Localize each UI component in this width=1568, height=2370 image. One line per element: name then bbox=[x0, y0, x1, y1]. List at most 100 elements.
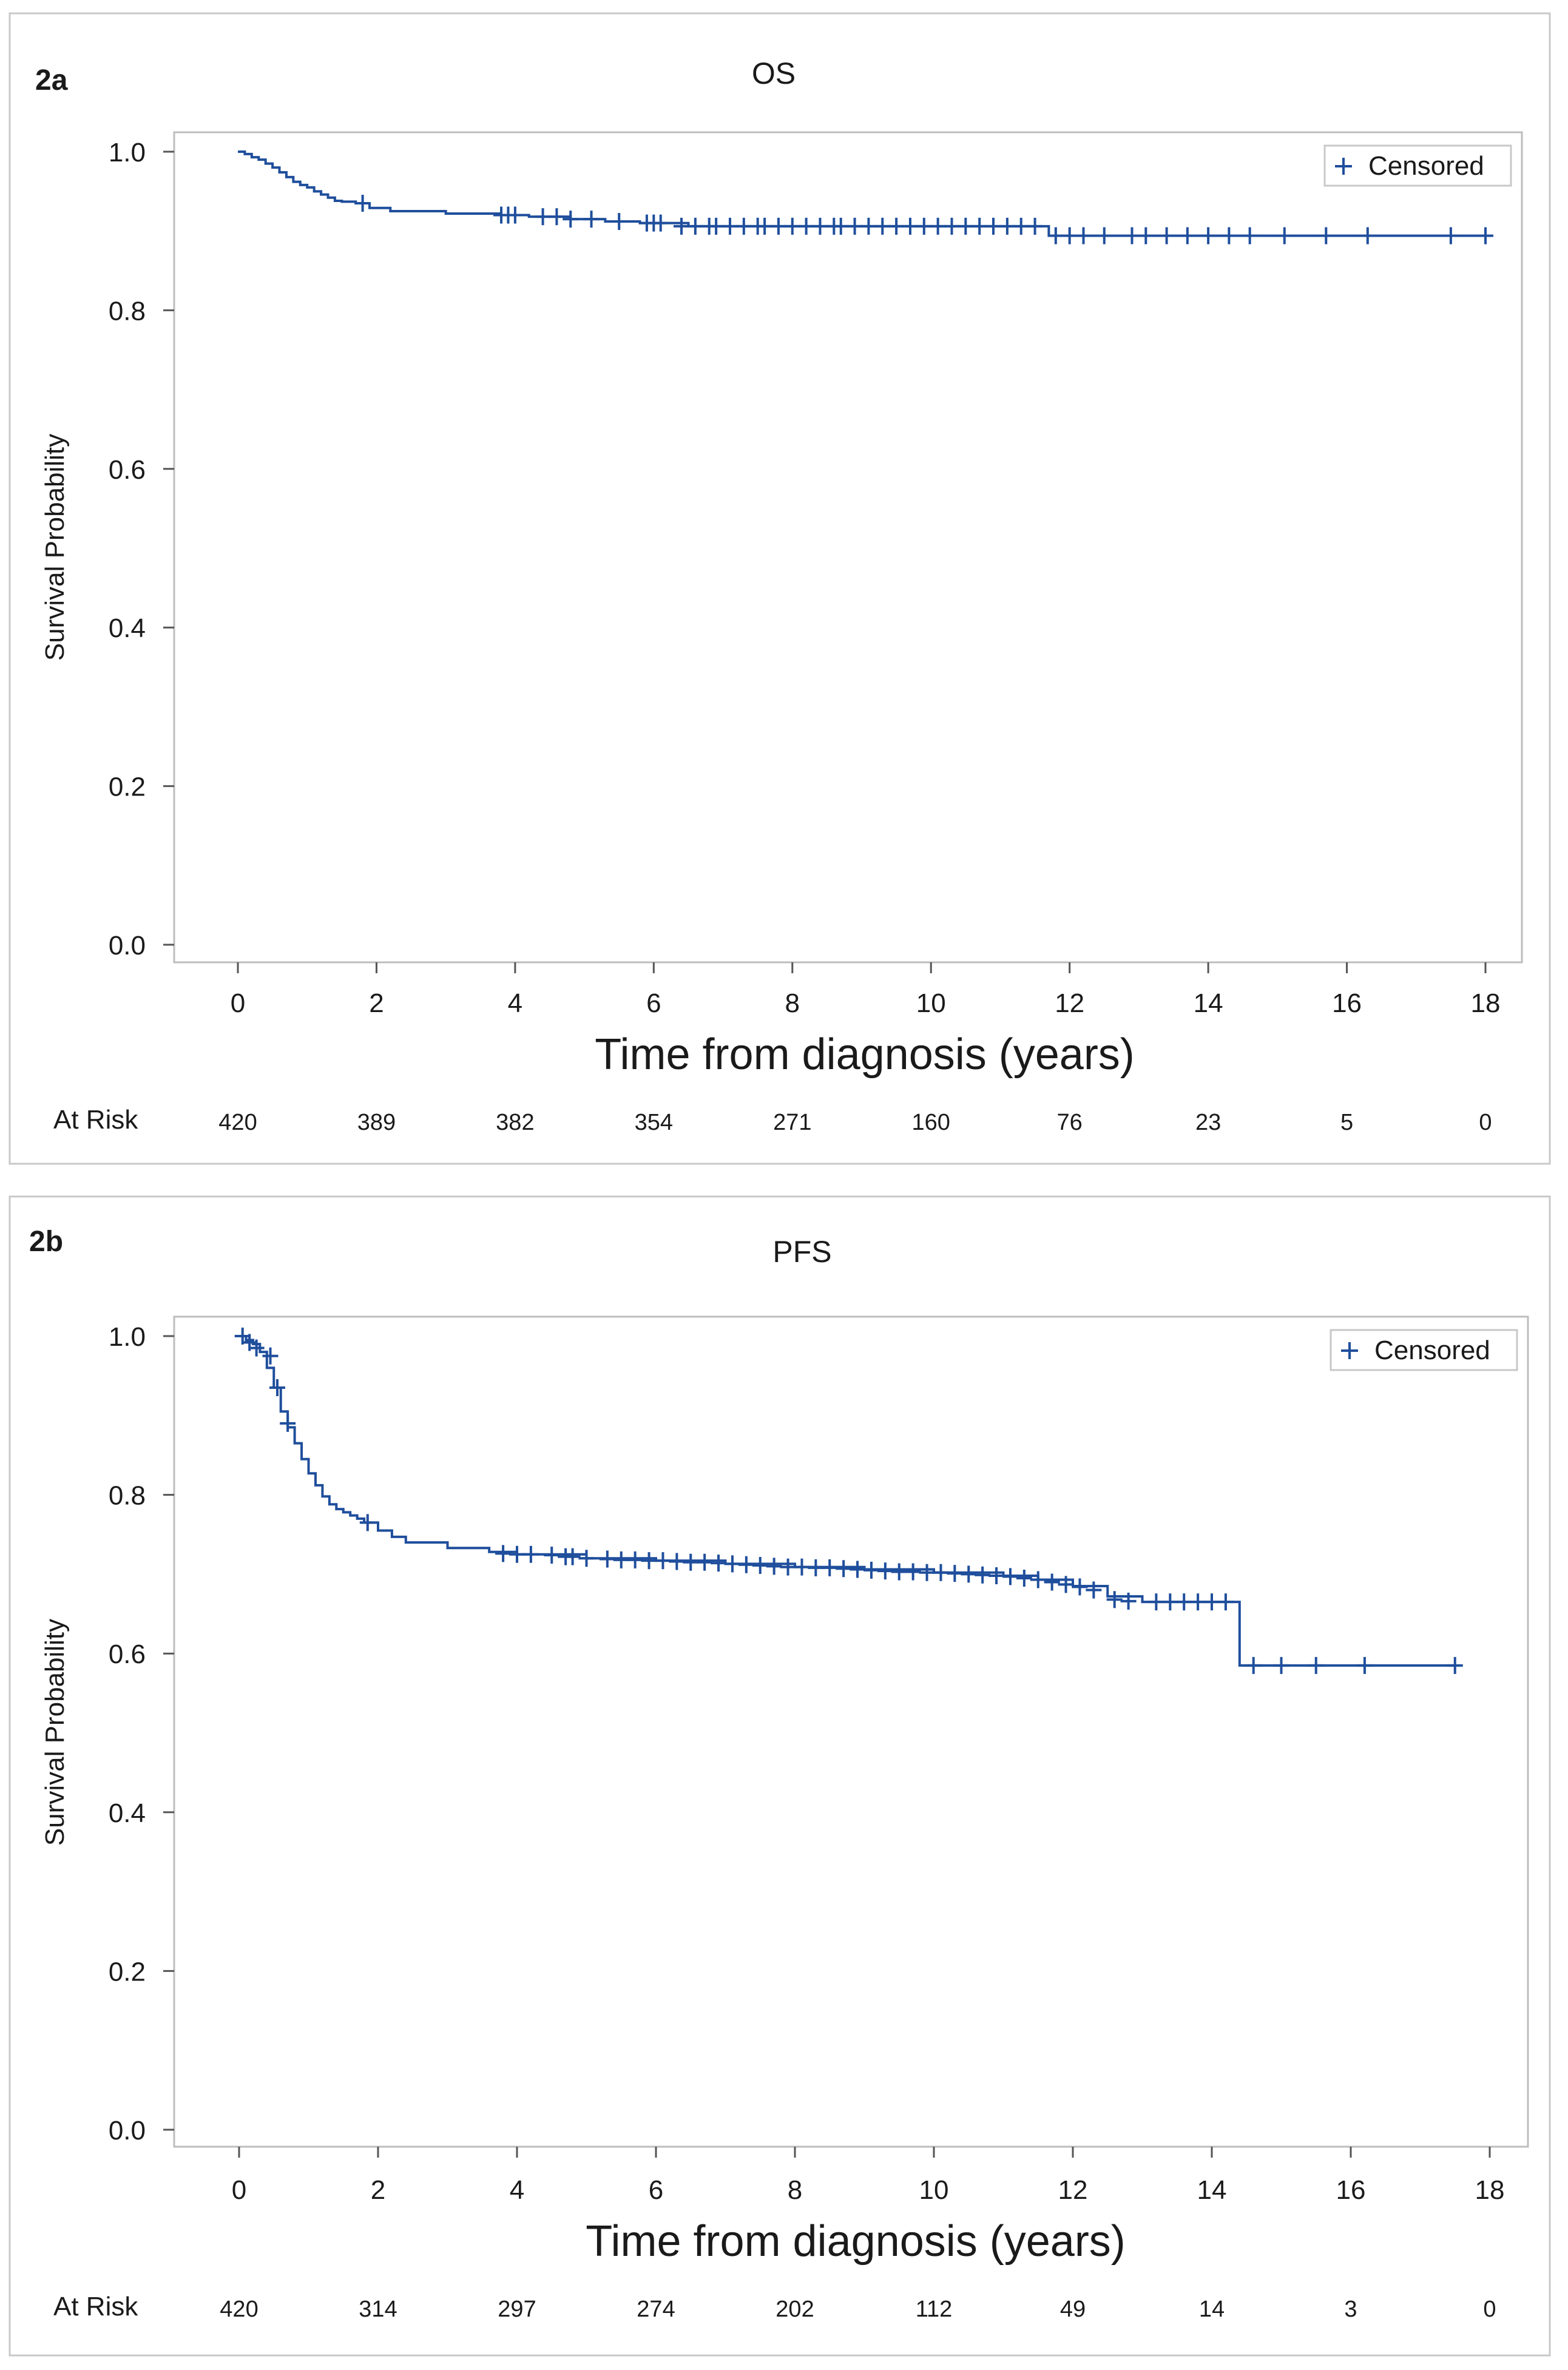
legend: Censored bbox=[1330, 1329, 1518, 1371]
x-tick-label: 16 bbox=[1332, 988, 1362, 1018]
censored-mark bbox=[808, 1559, 824, 1576]
censored-mark bbox=[958, 217, 974, 235]
censored-mark bbox=[1013, 217, 1029, 235]
legend-label: Censored bbox=[1368, 151, 1484, 181]
censored-mark bbox=[549, 208, 565, 226]
censored-mark bbox=[1273, 1656, 1289, 1674]
censored-mark bbox=[822, 1559, 838, 1576]
y-ticks: 0.0 0.2 0.4 0.6 0.8 1.0 bbox=[109, 138, 174, 960]
censored-mark bbox=[495, 1545, 512, 1562]
at-risk-count: 5 bbox=[1340, 1110, 1353, 1135]
censored-mark bbox=[535, 208, 551, 226]
censored-mark bbox=[812, 217, 828, 235]
censored-mark bbox=[847, 217, 863, 235]
panel-label: 2b bbox=[29, 1226, 63, 1258]
censored-mark bbox=[988, 1567, 1005, 1585]
x-tick-label: 14 bbox=[1194, 988, 1223, 1018]
censored-mark bbox=[641, 1552, 657, 1570]
censored-mark bbox=[738, 1556, 754, 1573]
plot-frame bbox=[173, 1315, 1529, 2148]
censored-mark bbox=[599, 1550, 615, 1568]
censored-mark bbox=[724, 1555, 740, 1573]
x-tick-label: 18 bbox=[1471, 988, 1501, 1018]
at-risk-count: 76 bbox=[1057, 1110, 1083, 1135]
censored-mark bbox=[891, 1563, 907, 1581]
censored-mark bbox=[905, 1563, 921, 1581]
at-risk-count: 160 bbox=[912, 1110, 950, 1135]
censored-mark bbox=[1061, 227, 1078, 245]
censored-mark bbox=[1030, 1571, 1046, 1588]
censored-mark bbox=[961, 1565, 977, 1583]
censored-mark bbox=[1200, 227, 1217, 245]
x-tick-label: 6 bbox=[649, 2175, 663, 2205]
censored-mark bbox=[652, 214, 669, 232]
x-tick-label: 2 bbox=[369, 988, 384, 1018]
censored-mark bbox=[888, 217, 905, 235]
x-tick-label: 16 bbox=[1336, 2175, 1366, 2205]
censored-mark bbox=[770, 217, 786, 235]
censored-mark bbox=[1217, 1593, 1234, 1611]
censored-mark bbox=[1221, 227, 1237, 245]
censored-mark bbox=[972, 217, 988, 235]
x-tick-label: 8 bbox=[788, 2175, 802, 2205]
at-risk-count: 314 bbox=[359, 2297, 397, 2322]
censored-mark bbox=[1276, 227, 1293, 245]
x-tick-label: 18 bbox=[1475, 2175, 1505, 2205]
censored-mark bbox=[683, 1553, 699, 1571]
censored-mark bbox=[1162, 1593, 1178, 1611]
at-risk-count: 14 bbox=[1199, 2297, 1225, 2322]
x-tick-label: 12 bbox=[1055, 988, 1084, 1018]
censored-mark bbox=[1058, 1576, 1074, 1593]
at-risk-count: 420 bbox=[218, 1110, 257, 1135]
censored-mark bbox=[674, 217, 690, 235]
censored-mark bbox=[1044, 1573, 1060, 1591]
censored-mark bbox=[1027, 217, 1043, 235]
at-risk-count: 297 bbox=[498, 2297, 536, 2322]
y-tick-label: 0.4 bbox=[109, 613, 146, 643]
x-tick-label: 6 bbox=[646, 988, 661, 1018]
censored-mark bbox=[1096, 227, 1112, 245]
y-tick-label: 1.0 bbox=[109, 1322, 146, 1352]
censored-mark bbox=[766, 1558, 782, 1575]
plot-frame bbox=[173, 131, 1523, 964]
y-ticks: 0.0 0.2 0.4 0.6 0.8 1.0 bbox=[109, 1322, 174, 2145]
at-risk-count: 354 bbox=[635, 1110, 673, 1135]
x-ticks: 0 2 4 6 8 10 12 14 16 18 bbox=[231, 962, 1501, 1018]
censored-mark bbox=[583, 211, 600, 228]
censored-mark bbox=[874, 217, 891, 235]
y-tick-label: 0.8 bbox=[109, 1481, 146, 1511]
y-tick-label: 0.8 bbox=[109, 296, 146, 326]
censored-mark bbox=[1148, 1593, 1164, 1611]
x-tick-label: 14 bbox=[1197, 2175, 1227, 2205]
censored-mark bbox=[1002, 1568, 1018, 1585]
at-risk-count: 389 bbox=[357, 1110, 396, 1135]
y-tick-label: 0.0 bbox=[109, 931, 146, 960]
censored-mark bbox=[944, 217, 960, 235]
at-risk-count: 202 bbox=[776, 2297, 814, 2322]
censored-mark bbox=[1124, 227, 1140, 245]
legend: Censored bbox=[1323, 144, 1512, 187]
censored-mark bbox=[947, 1565, 963, 1582]
censored-mark bbox=[1086, 1581, 1102, 1599]
at-risk-count: 420 bbox=[220, 2297, 258, 2322]
x-axis-label: Time from diagnosis (years) bbox=[595, 1030, 1135, 1079]
legend-censored-marker-icon bbox=[1341, 1342, 1358, 1359]
survival-curve bbox=[238, 150, 1485, 237]
censored-mark bbox=[697, 1553, 713, 1571]
censored-mark bbox=[985, 217, 1002, 235]
y-tick-label: 0.0 bbox=[109, 2116, 146, 2145]
censored-marks bbox=[234, 1328, 1463, 1674]
censored-mark bbox=[669, 1553, 685, 1570]
censored-mark bbox=[269, 1379, 285, 1397]
censored-mark bbox=[798, 217, 814, 235]
censored-mark bbox=[354, 194, 371, 212]
at-risk-counts: 420 314 297 274 202 112 49 14 3 0 bbox=[220, 2297, 1496, 2322]
panel-frame bbox=[8, 1195, 1551, 2357]
censored-mark bbox=[544, 1547, 560, 1564]
survival-curve bbox=[239, 1335, 1455, 1667]
at-risk-count: 382 bbox=[496, 1110, 534, 1135]
censored-mark bbox=[509, 1545, 525, 1563]
x-axis-label: Time from diagnosis (years) bbox=[586, 2217, 1126, 2266]
censored-mark bbox=[784, 217, 800, 235]
censored-mark bbox=[359, 1514, 376, 1531]
